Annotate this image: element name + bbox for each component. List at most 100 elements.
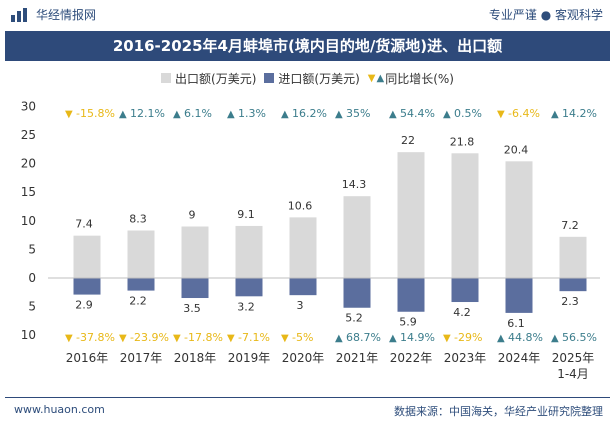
arrow-down-icon: ▼ [227,333,235,344]
import-growth-label: -37.8% [76,331,115,344]
export-bar [289,217,317,278]
import-growth-label: -5% [292,331,313,344]
import-value-label: 2.2 [129,295,147,308]
export-bar [559,236,587,278]
import-value-label: 5.2 [345,312,363,325]
x-category-label: 1-4月 [557,367,589,381]
export-growth-label: 12.1% [130,107,165,120]
export-bar [505,161,533,278]
arrow-up-icon: ▲ [551,333,559,344]
import-value-label: 3 [297,299,304,312]
export-value-label: 20.4 [504,143,529,156]
arrow-down-icon: ▼ [173,333,181,344]
x-category-label: 2017年 [120,351,163,365]
import-bar [343,278,371,308]
chart-title: 2016-2025年4月蚌埠市(境内目的地/货源地)进、出口额 [5,31,610,61]
import-growth-label: -17.8% [184,331,223,344]
import-bar [451,278,479,303]
export-growth-label: 16.2% [292,107,327,120]
footer-website: www.huaon.com [14,403,105,416]
arrow-up-icon: ▲ [376,72,385,84]
export-value-label: 7.4 [75,218,93,231]
x-category-label: 2020年 [282,351,325,365]
arrow-up-icon: ▲ [335,333,343,344]
export-growth-label: 14.2% [562,107,597,120]
import-bar [289,278,317,296]
export-growth-label: 6.1% [184,107,212,120]
import-value-label: 2.9 [75,299,93,312]
arrow-up-icon: ▲ [497,333,505,344]
export-bar [235,225,263,278]
import-value-label: 4.2 [453,306,471,319]
export-bar [181,226,209,278]
arrow-up-icon: ▲ [551,109,559,120]
y-tick-label: 10 [21,328,36,342]
y-tick-label: 25 [21,128,36,142]
legend-import-swatch [264,73,275,83]
legend-import: 进口额(万美元) [264,70,360,87]
arrow-up-icon: ▲ [173,109,181,120]
x-category-label: 2024年 [498,351,541,365]
import-bar [505,278,533,313]
export-bar [127,230,155,278]
top-bar: 华经情报网 专业严谨 ● 客观科学 [0,0,615,30]
x-category-label: 2018年 [174,351,217,365]
export-growth-label: -15.8% [76,107,115,120]
export-value-label: 9 [189,209,196,222]
arrow-up-icon: ▲ [119,109,127,120]
y-tick-label: 20 [21,157,36,171]
y-tick-label: 15 [21,185,36,199]
import-value-label: 3.5 [183,302,201,315]
export-bar [397,152,425,278]
export-growth-label: -6.4% [508,107,540,120]
import-bar [235,278,263,297]
legend-export-swatch [161,73,172,83]
import-bar [127,278,155,291]
export-value-label: 8.3 [129,213,147,226]
x-category-label: 2022年 [390,351,433,365]
logo-icon [11,8,27,22]
import-growth-label: -23.9% [130,331,169,344]
export-value-label: 9.1 [237,208,255,221]
export-value-label: 21.8 [450,135,475,148]
import-bar [181,278,209,299]
brand-name: 华经情报网 [36,8,97,22]
export-growth-label: 1.3% [238,107,266,120]
y-tick-label: 10 [21,214,36,228]
x-category-label: 2023年 [444,351,487,365]
import-growth-label: -7.1% [238,331,270,344]
import-value-label: 6.1 [507,317,525,330]
import-growth-label: 56.5% [562,331,597,344]
import-value-label: 3.2 [237,300,255,313]
legend-growth: ▼ ▲ 同比增长(%) [368,70,454,87]
legend-export: 出口额(万美元) [161,70,256,87]
export-growth-label: 35% [346,107,370,120]
arrow-down-icon: ▼ [281,333,289,344]
export-value-label: 14.3 [342,178,367,191]
legend-import-label: 进口额(万美元) [278,71,360,86]
footer-divider [5,397,610,398]
arrow-up-icon: ▲ [443,109,451,120]
legend-growth-label: 同比增长(%) [385,71,454,86]
import-value-label: 2.3 [561,295,579,308]
import-bar [73,278,101,295]
legend-export-label: 出口额(万美元) [175,71,257,86]
import-bar [559,278,587,292]
arrow-down-icon: ▼ [367,72,376,84]
x-category-label: 2016年 [66,351,109,365]
y-tick-label: 5 [28,242,36,256]
export-growth-label: 0.5% [454,107,482,120]
arrow-down-icon: ▼ [119,333,127,344]
legend: 出口额(万美元) 进口额(万美元) ▼ ▲ 同比增长(%) [0,69,615,87]
export-bar [73,235,101,278]
tagline: 专业严谨 ● 客观科学 [488,8,603,22]
import-value-label: 5.9 [399,316,417,329]
arrow-down-icon: ▼ [65,109,73,120]
arrow-down-icon: ▼ [65,333,73,344]
arrow-up-icon: ▲ [389,109,397,120]
y-tick-label: 30 [21,99,36,113]
export-value-label: 7.2 [561,219,579,232]
y-tick-label: 0 [28,271,36,285]
import-growth-label: 14.9% [400,331,435,344]
